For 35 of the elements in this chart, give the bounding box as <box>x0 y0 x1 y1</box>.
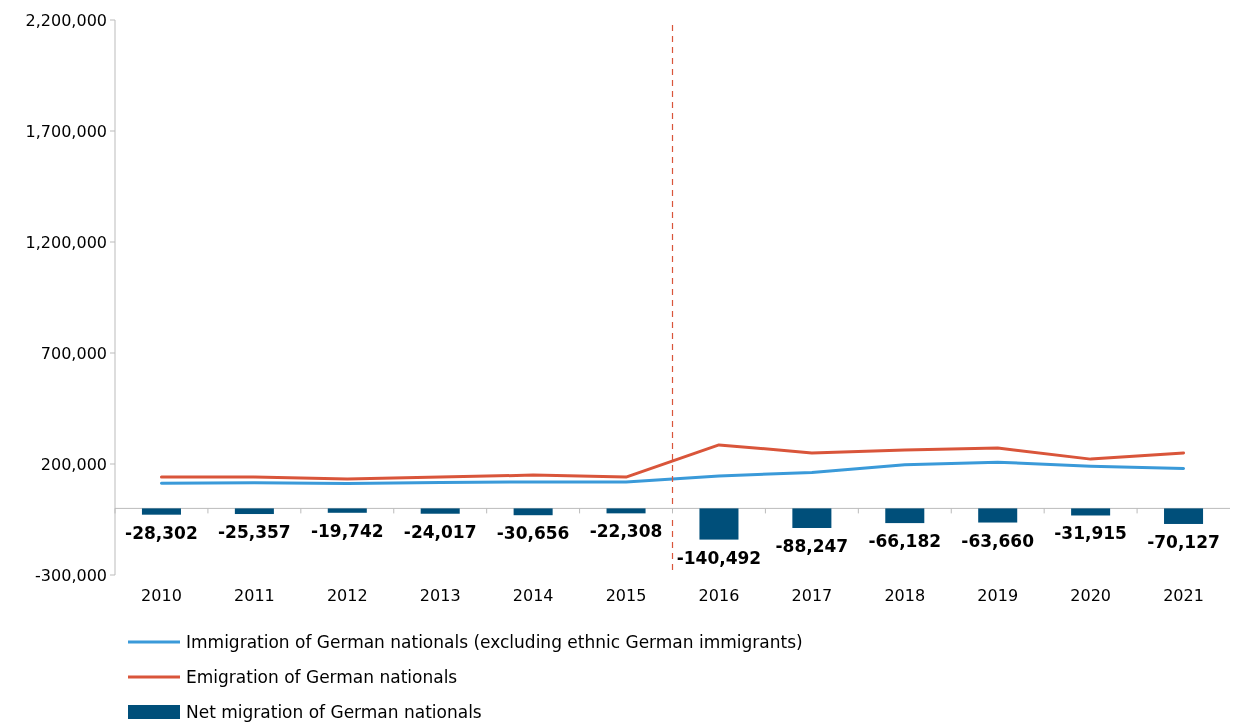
y-tick-label: 700,000 <box>40 343 107 363</box>
y-tick-label: -300,000 <box>35 565 107 585</box>
data-label: -19,742 <box>310 520 384 541</box>
y-tick-label: 2,200,000 <box>25 10 107 30</box>
line-series <box>159 460 1186 486</box>
legend-label: Emigration of German nationals <box>186 666 458 687</box>
x-tick-label: 2011 <box>234 585 275 605</box>
data-label: -24,017 <box>403 521 477 542</box>
data-label: -88,247 <box>775 535 849 556</box>
x-tick-label: 2014 <box>512 585 554 605</box>
data-label: -28,302 <box>125 522 198 543</box>
x-tick-label: 2013 <box>419 585 461 605</box>
y-tick-label: 1,200,000 <box>25 232 107 252</box>
x-tick-label: 2020 <box>1070 585 1111 605</box>
data-label: -63,660 <box>961 530 1035 551</box>
data-label: -70,127 <box>1147 531 1220 552</box>
legend-label: Immigration of German nationals (excluding ethnic German immigrants) <box>186 631 803 652</box>
legend-label: Net migration of German nationals <box>186 701 482 722</box>
x-tick-label: 2012 <box>326 585 368 605</box>
data-label: -22,308 <box>589 521 663 542</box>
x-tick-label: 2010 <box>141 585 182 605</box>
data-label: -31,915 <box>1054 523 1127 544</box>
data-label: -66,182 <box>868 531 942 552</box>
y-tick-label: 200,000 <box>40 454 107 474</box>
line-series <box>159 443 1186 481</box>
data-label: -30,656 <box>496 523 570 544</box>
y-tick-label: 1,700,000 <box>25 121 107 141</box>
x-tick-label: 2015 <box>605 585 647 605</box>
x-tick-label: 2019 <box>977 585 1019 605</box>
data-label: -25,357 <box>218 522 291 543</box>
x-tick-label: 2016 <box>698 585 740 605</box>
x-tick-label: 2017 <box>791 585 833 605</box>
x-tick-label: 2018 <box>884 585 926 605</box>
data-label: -140,492 <box>676 547 762 568</box>
x-tick-label: 2021 <box>1163 585 1204 605</box>
